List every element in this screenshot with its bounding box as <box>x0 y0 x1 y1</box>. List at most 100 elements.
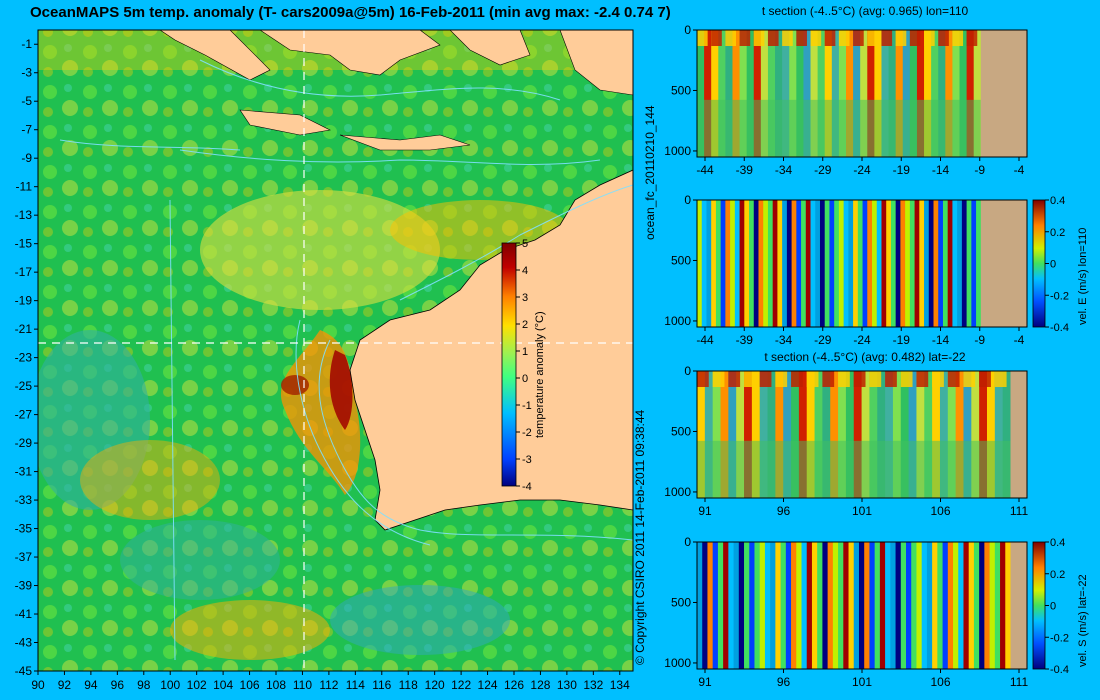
section-field-strip <box>947 542 954 669</box>
section-field-strip <box>952 30 961 157</box>
section-field-strip <box>971 200 977 327</box>
section-field-strip <box>723 542 729 669</box>
x-tick-label: 108 <box>266 678 286 692</box>
panel-x-tick-label: -29 <box>814 163 832 177</box>
section-land <box>980 30 1027 157</box>
velocity-colorbar-tick-label: 0 <box>1050 601 1056 613</box>
section-field-strip <box>725 200 731 327</box>
section-field-strip <box>767 30 776 157</box>
section-field-strip <box>848 542 855 669</box>
colorbar-tick-label: 1 <box>522 346 528 358</box>
velocity-colorbar-tick-label: -0.2 <box>1050 632 1069 644</box>
x-tick-label: 94 <box>84 678 98 692</box>
section-field-strip <box>817 30 826 157</box>
map-y-ticks: -1 -3 -5 -7 -9 -11 -13 -15 -17 -19 -21 -23 -25 -27 -29… <box>15 37 38 678</box>
section-field-strip <box>862 200 868 327</box>
section-field-strip <box>931 30 939 157</box>
surface-warm-band <box>806 371 819 387</box>
section-field-strip <box>775 371 784 498</box>
surface-warm-band <box>796 30 807 46</box>
surface-warm-band <box>711 30 722 46</box>
surface-warm-band <box>938 30 949 46</box>
section-field-strip <box>798 371 808 498</box>
colorbar-tick-label: -4 <box>522 481 532 493</box>
section-field-strip <box>754 542 761 669</box>
y-tick-label: -5 <box>21 94 32 108</box>
temperature-colorbar <box>501 242 517 487</box>
section-field-strip <box>968 542 975 669</box>
surface-warm-band <box>782 30 793 46</box>
x-tick-label: 96 <box>111 678 125 692</box>
y-tick-label: -17 <box>15 265 33 279</box>
section-panel-2[interactable]: 0 500 1000 -44 -39 -34 -29 -24 -19 -14 -9 -4 0.4 0.2 0… <box>664 193 1089 347</box>
panel-x-tick-label: -24 <box>853 333 871 347</box>
colorbar-tick-label: 3 <box>522 292 528 304</box>
y-tick-label: -43 <box>15 636 33 650</box>
section-field-strip <box>888 30 897 157</box>
section-field-strip <box>770 542 776 669</box>
section-field-strip <box>848 200 854 327</box>
section-field-strip <box>1005 542 1011 669</box>
section-field-strip <box>759 542 766 669</box>
section-field-strip <box>728 371 737 498</box>
colorbar-tick-label: 4 <box>522 265 528 277</box>
section-field-strip <box>916 30 925 157</box>
panel-x-tick-label: -4 <box>1014 333 1025 347</box>
section-field-strip <box>711 200 717 327</box>
x-tick-label: 98 <box>137 678 151 692</box>
section-field-strip <box>858 542 865 669</box>
panel-x-tick-label: -24 <box>853 163 871 177</box>
colorbar-tick-label: -1 <box>522 400 532 412</box>
section-field-strip <box>853 30 861 157</box>
surface-warm-band <box>767 30 779 46</box>
x-tick-label: 102 <box>187 678 207 692</box>
x-tick-label: 132 <box>583 678 603 692</box>
section-field-strip <box>984 542 991 669</box>
surface-warm-band <box>867 30 878 46</box>
section-field-strip <box>702 542 708 669</box>
panel-x-tick-label: -19 <box>893 163 911 177</box>
x-tick-label: 104 <box>213 678 233 692</box>
section-field-strip <box>895 542 902 669</box>
section-field-strip <box>905 200 911 327</box>
section-field-strip <box>791 542 797 669</box>
section-panel-1[interactable]: 0 500 1000 -44 -39 -34 -29 -24 -19 -14 -9 -4 <box>664 23 1028 177</box>
section-field-strip <box>819 200 826 327</box>
section-field-strip <box>860 30 868 157</box>
section-field-strip <box>872 200 878 327</box>
section-field-strip <box>834 200 840 327</box>
surface-warm-band <box>924 30 935 46</box>
panel-y-tick-label: 0 <box>684 23 691 37</box>
section-field-strip <box>697 200 703 327</box>
section-panel-4[interactable]: 0 500 1000 91 96 101 106 111 0.4 0.2 0 -0.2 -0.4 vel.… <box>664 535 1089 689</box>
section-field-strip <box>706 200 712 327</box>
section-field-strip <box>989 542 996 669</box>
x-tick-label: 100 <box>160 678 180 692</box>
section-field-strip <box>973 30 982 157</box>
section-field-strip <box>924 371 933 498</box>
section-field-strip <box>810 200 816 327</box>
surface-warm-band <box>932 371 944 387</box>
section-field-strip <box>937 542 944 669</box>
section-field-strip <box>725 30 733 157</box>
section-panel-3[interactable]: 0 500 1000 91 96 101 106 111 <box>664 364 1028 518</box>
section-field-strip <box>734 200 741 327</box>
surface-warm-band <box>791 371 803 387</box>
section-field-strip <box>845 30 854 157</box>
section-field-strip <box>782 30 790 157</box>
section-field-strip <box>952 200 958 327</box>
panel-x-tick-label: -14 <box>932 163 950 177</box>
section-field-strip <box>914 200 920 327</box>
section-field-strip <box>720 371 729 498</box>
surface-warm-band <box>952 30 964 46</box>
section-field-strip <box>947 371 957 498</box>
surface-warm-band <box>759 371 772 387</box>
y-tick-label: -29 <box>15 436 33 450</box>
panel-3-title: t section (-4..5°C) (avg: 0.482) lat=-22 <box>764 350 966 364</box>
section-field-strip <box>803 30 812 157</box>
section-field-strip <box>838 542 844 669</box>
panel-y-tick-label: 1000 <box>664 144 691 158</box>
panel-x-tick-label: 96 <box>777 504 791 518</box>
y-tick-label: -11 <box>16 180 33 194</box>
